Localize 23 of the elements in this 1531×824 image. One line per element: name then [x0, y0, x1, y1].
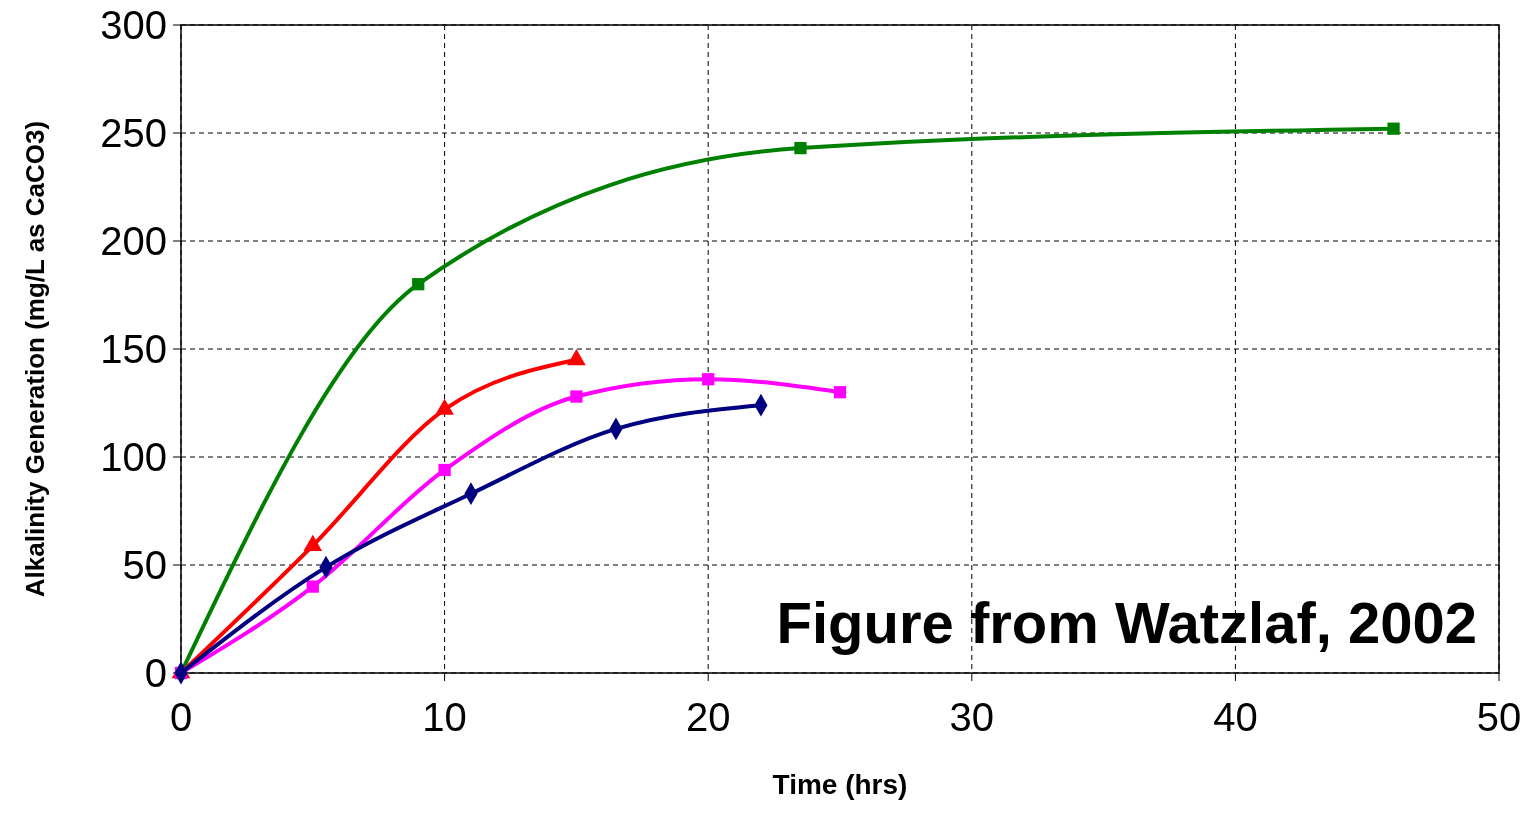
y-axis-title: Alkalinity Generation (mg/L as CaCO3): [20, 120, 50, 598]
x-tick-label: 30: [949, 695, 995, 739]
point: [833, 386, 847, 399]
x-tick-label: 10: [422, 695, 467, 739]
y-tick-label: 200: [100, 219, 167, 263]
y-tick-label: 100: [100, 435, 167, 479]
point: [702, 373, 715, 386]
point: [794, 142, 807, 155]
x-tick-label: 40: [1213, 695, 1258, 739]
y-tick-label: 300: [100, 3, 167, 47]
point: [306, 580, 319, 593]
y-tick-label: 250: [100, 111, 167, 155]
point: [412, 278, 425, 291]
point: [570, 390, 583, 403]
x-tick-label: 50: [1476, 695, 1522, 739]
point: [438, 463, 451, 477]
x-axis-title: Time (hrs): [772, 769, 908, 800]
point: [1387, 122, 1400, 135]
y-tick-label: 50: [122, 543, 167, 587]
x-tick-label: 20: [685, 695, 731, 739]
y-tick-label: 0: [144, 651, 167, 695]
y-tick-label: 150: [100, 327, 167, 371]
annotation: Figure from Watzlaf, 2002: [776, 590, 1477, 655]
